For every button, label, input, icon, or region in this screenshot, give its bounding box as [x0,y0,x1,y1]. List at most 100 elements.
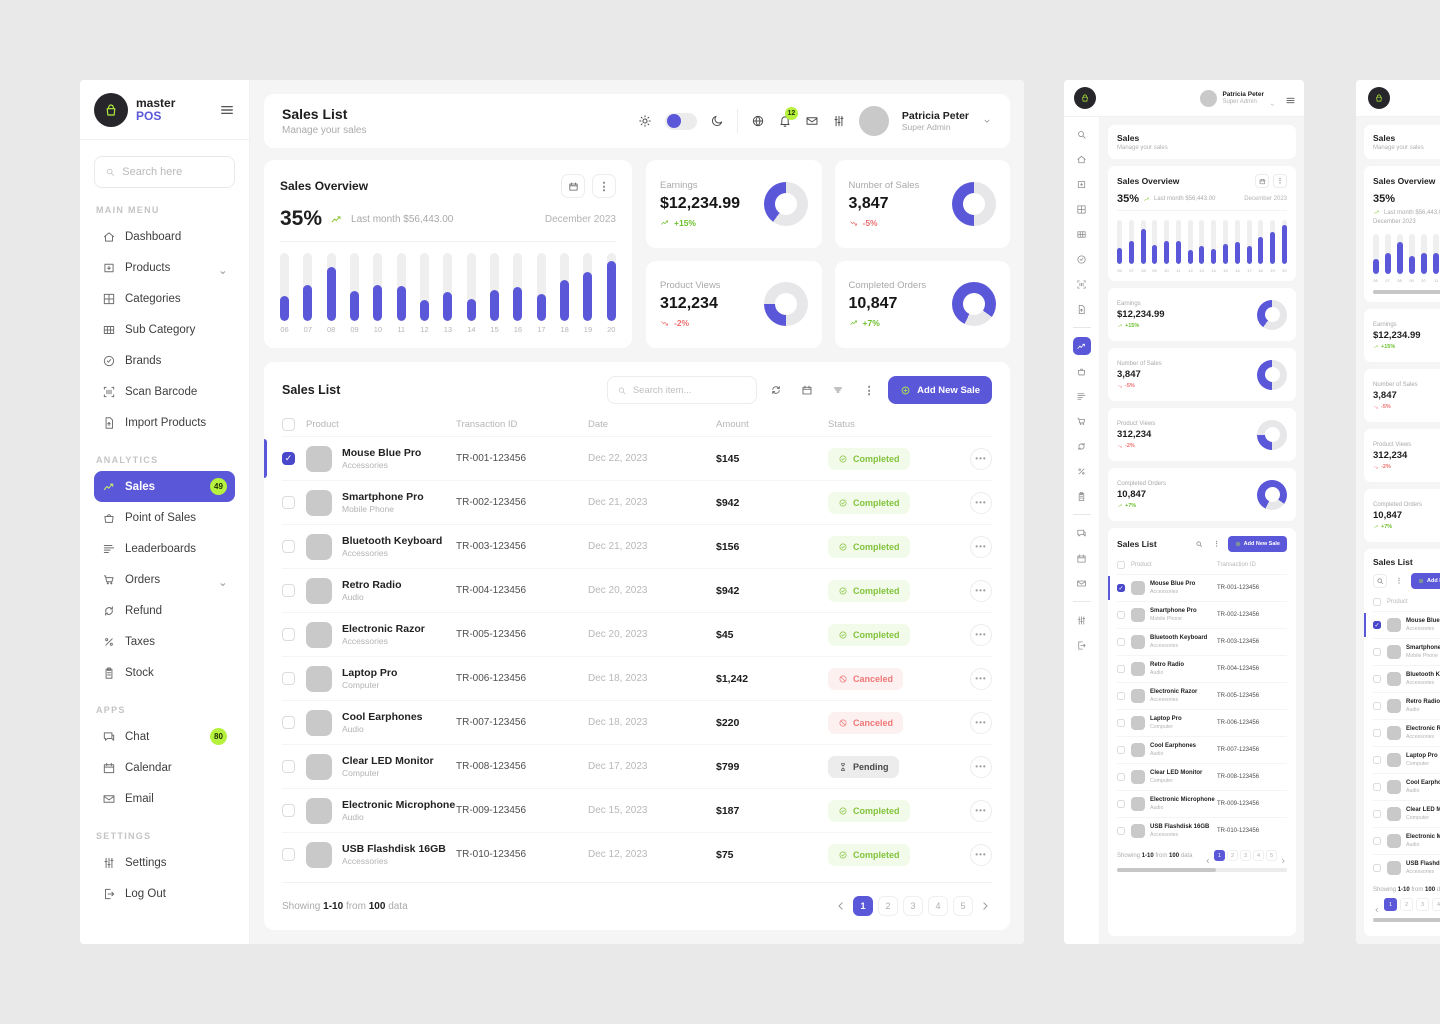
sidebar-icon-item[interactable] [1073,200,1091,218]
row-checkbox[interactable] [1117,827,1125,835]
sidebar-item[interactable]: Refund [94,595,235,626]
table-row[interactable]: Clear LED Monitor Computer [1373,800,1440,827]
sidebar-item[interactable]: Import Products [94,407,235,438]
sidebar-icon-item[interactable] [1073,462,1091,480]
sidebar-icon-item[interactable] [1072,337,1091,355]
sidebar-icon-item[interactable] [1073,250,1091,268]
page-button[interactable]: 1 [1384,898,1397,911]
theme-toggle[interactable] [664,112,697,130]
next-page-button[interactable] [978,899,992,913]
row-checkbox[interactable] [1117,638,1125,646]
page-button[interactable]: 5 [1266,850,1277,861]
overview-more-button[interactable]: ⋮ [1273,174,1287,188]
row-checkbox[interactable] [282,540,295,553]
prev-page-button[interactable] [1204,852,1212,863]
user-avatar[interactable] [858,106,889,136]
page-button[interactable]: 2 [878,896,898,916]
page-button[interactable]: 5 [953,896,973,916]
sidebar-icon-item[interactable] [1073,300,1091,318]
select-all-checkbox[interactable] [282,417,295,431]
table-row[interactable]: Retro Radio Audio TR-004-123456 Dec 20, … [282,568,992,612]
sidebar-icon-item[interactable] [1073,574,1091,592]
row-checkbox[interactable] [1117,584,1125,592]
sidebar-item[interactable]: Taxes [94,626,235,657]
add-new-sale-button[interactable]: Add New Sale [1411,573,1440,589]
table-row[interactable]: Bluetooth Keyboard Accessories TR-003-12… [282,524,992,568]
sidebar-item[interactable]: Brands [94,345,235,376]
search-button[interactable] [1373,574,1387,588]
sidebar-item[interactable]: Settings [94,847,235,878]
sidebar-icon-item[interactable] [1073,487,1091,505]
row-checkbox[interactable] [1373,675,1381,683]
table-row[interactable]: USB Flashdisk 16GB Accessories TR-010-12… [1117,817,1287,844]
row-checkbox[interactable] [282,496,295,509]
refresh-button[interactable] [764,378,789,402]
messages-button[interactable] [805,114,819,128]
sidebar-icon-item[interactable] [1073,362,1091,380]
row-actions-button[interactable]: ••• [970,667,992,690]
row-checkbox[interactable] [282,672,295,685]
search-button[interactable] [1191,537,1206,551]
table-row[interactable]: Mouse Blue Pro Accessories TR-001-123456… [264,436,992,480]
row-actions-button[interactable]: ••• [970,843,992,866]
page-button[interactable]: 3 [1416,898,1429,911]
page-button[interactable]: 4 [1253,850,1264,861]
sidebar-icon-item[interactable] [1073,437,1091,455]
prev-page-button[interactable] [1373,901,1381,912]
sidebar-item[interactable]: Products ⌄ [94,252,235,283]
table-row[interactable]: Electronic Razor Accessories TR-005-1234… [282,612,992,656]
sidebar-item[interactable]: Stock [94,657,235,688]
row-checkbox[interactable] [1373,756,1381,764]
horizontal-scrollbar[interactable] [1373,918,1440,922]
row-checkbox[interactable] [1117,800,1125,808]
table-row[interactable]: Retro Radio Audio TR-004-123456 [1117,655,1287,682]
table-row[interactable]: Retro Radio Audio [1373,692,1440,719]
preferences-button[interactable] [832,114,846,128]
row-checkbox[interactable] [282,452,295,465]
sidebar-item[interactable]: Sales 49 [94,471,235,502]
table-row[interactable]: Cool Earphones Audio [1373,773,1440,800]
sidebar-icon-item[interactable] [1073,125,1091,143]
sidebar-icon-item[interactable] [1073,175,1091,193]
sidebar-item[interactable]: Email [94,783,235,814]
row-checkbox[interactable] [1117,611,1125,619]
add-new-sale-button[interactable]: Add New Sale [1227,536,1287,552]
select-all-checkbox[interactable] [1117,561,1125,569]
row-actions-button[interactable]: ••• [970,799,992,822]
row-checkbox[interactable] [282,804,295,817]
sidebar-icon-item[interactable] [1073,275,1091,293]
table-row[interactable]: Mouse Blue Pro Accessories TR-001-123456 [1108,574,1287,601]
table-search[interactable] [607,376,758,404]
table-row[interactable]: Smartphone Pro Mobile Phone TR-002-12345… [1117,601,1287,628]
sidebar-icon-item[interactable] [1073,387,1091,405]
menu-button[interactable] [1285,93,1296,104]
overview-calendar-button[interactable] [561,174,585,198]
page-button[interactable]: 1 [853,896,873,916]
row-actions-button[interactable]: ••• [970,491,992,514]
sidebar-item[interactable]: Log Out [94,878,235,909]
sidebar-item[interactable]: Leaderboards [94,533,235,564]
row-checkbox[interactable] [1373,621,1381,629]
sidebar-item[interactable]: Categories [94,283,235,314]
row-actions-button[interactable]: ••• [970,711,992,734]
sidebar-icon-item[interactable] [1073,150,1091,168]
table-row[interactable]: Smartphone Pro Mobile Phone [1373,638,1440,665]
select-all-checkbox[interactable] [1373,598,1381,606]
row-checkbox[interactable] [282,584,295,597]
row-actions-button[interactable]: ••• [970,447,992,470]
table-row[interactable]: Smartphone Pro Mobile Phone TR-002-12345… [282,480,992,524]
row-checkbox[interactable] [1373,729,1381,737]
language-button[interactable] [751,114,765,128]
sidebar-collapse-button[interactable] [219,102,235,118]
sidebar-icon-item[interactable] [1073,412,1091,430]
user-menu-chevron[interactable] [982,116,992,126]
row-actions-button[interactable]: ••• [970,535,992,558]
sidebar-icon-item[interactable] [1073,549,1091,567]
next-page-button[interactable] [1279,852,1287,863]
table-row[interactable]: Electronic Microphone Audio [1373,827,1440,854]
row-checkbox[interactable] [1373,702,1381,710]
table-row[interactable]: Laptop Pro Computer TR-006-123456 [1117,709,1287,736]
notifications-button[interactable]: 12 [778,107,798,128]
page-button[interactable]: 4 [928,896,948,916]
row-checkbox[interactable] [1373,783,1381,791]
